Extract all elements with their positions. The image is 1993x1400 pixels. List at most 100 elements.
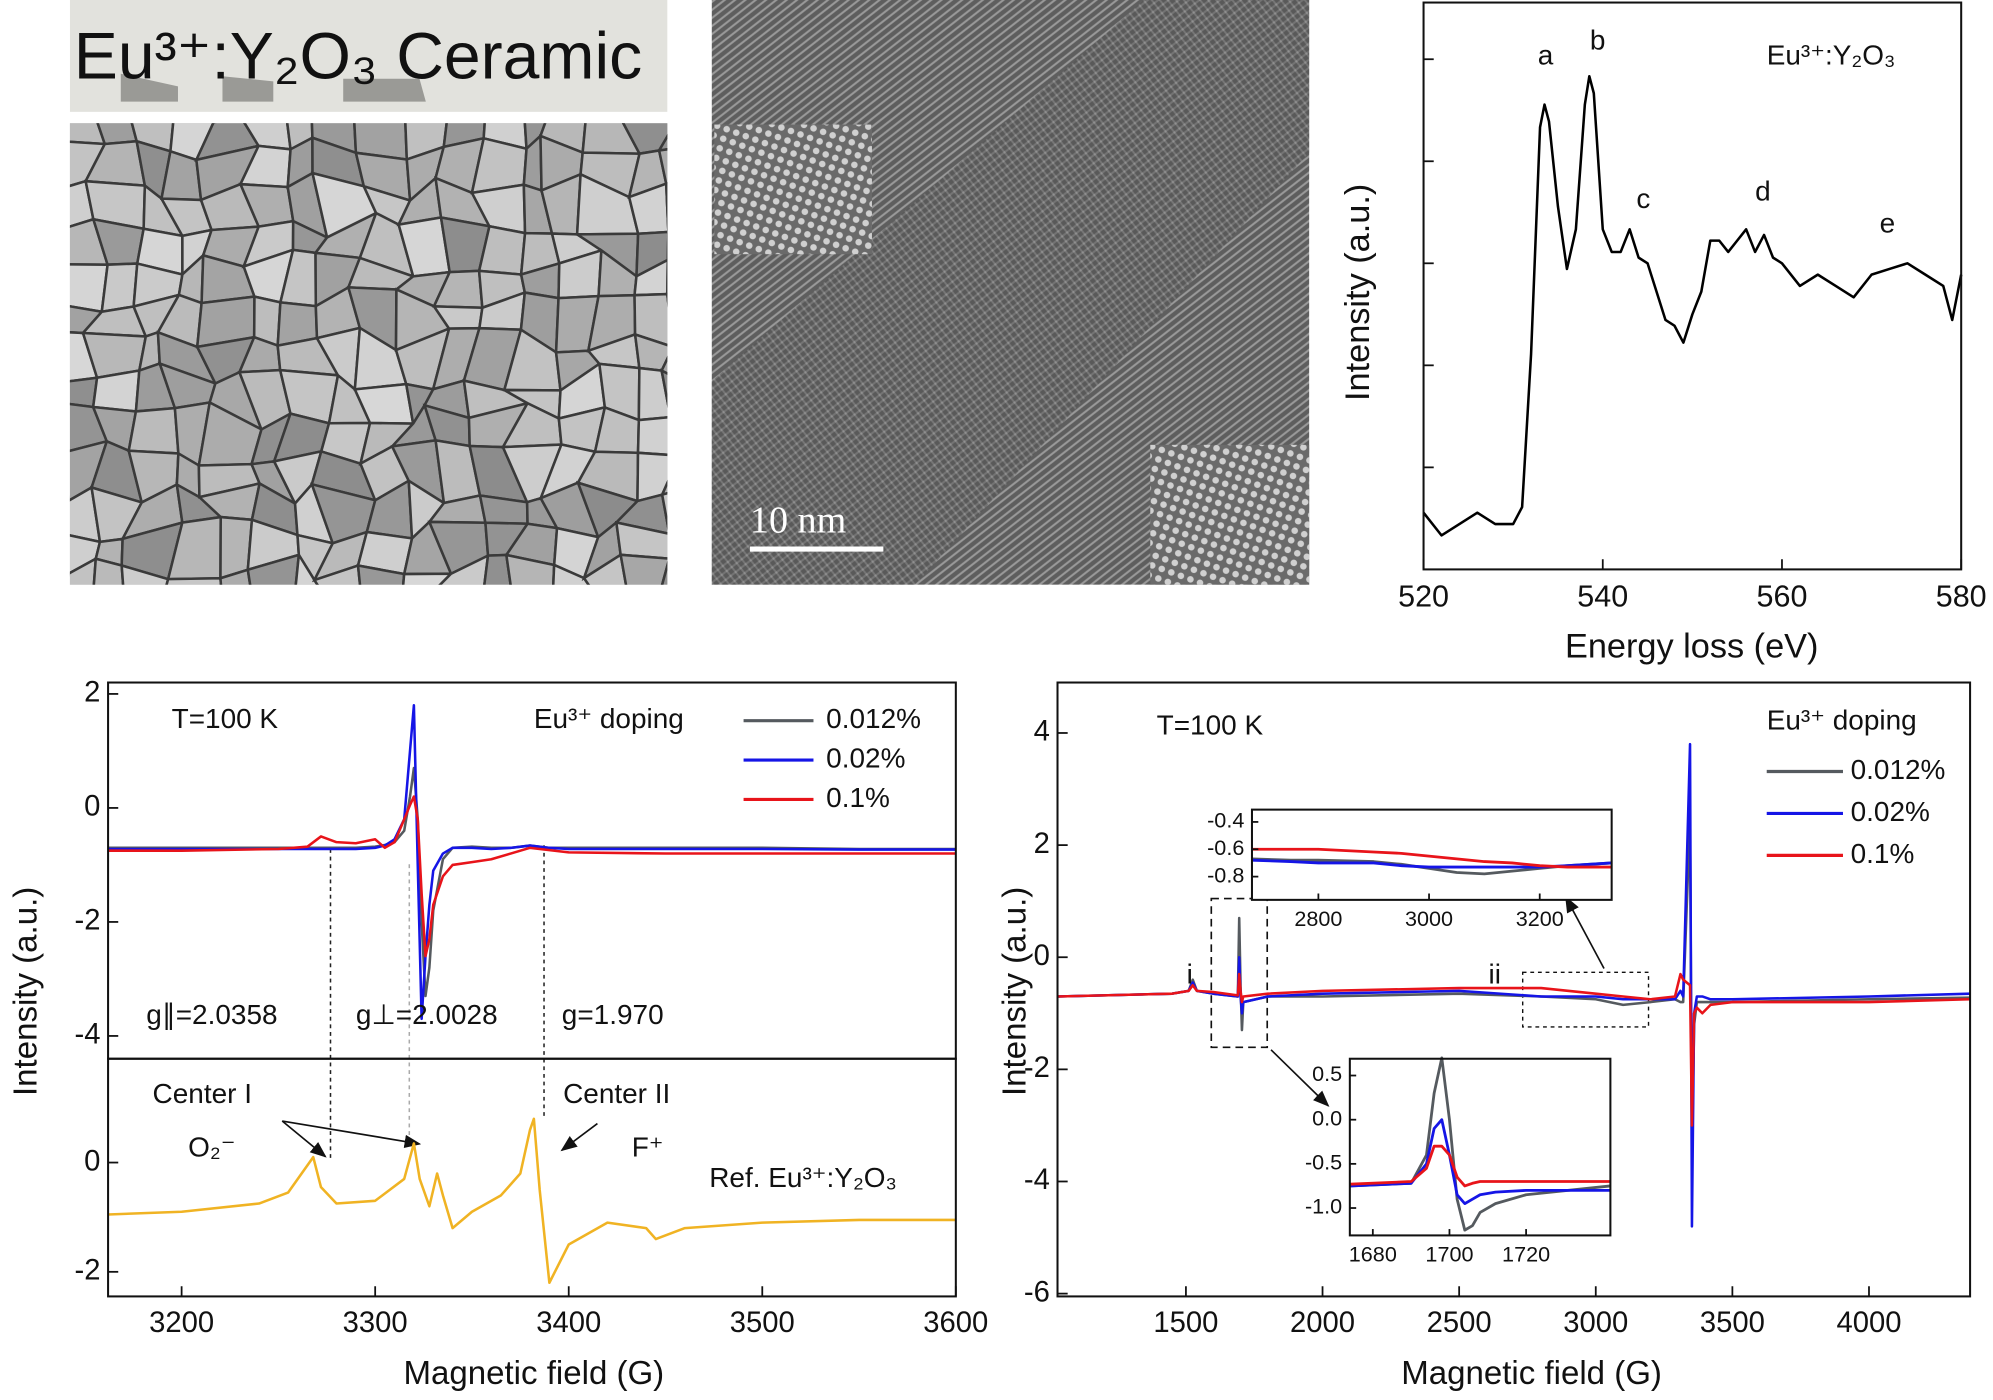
data-line [108,704,956,1021]
y-tick-label: -4 [74,1019,100,1051]
grain [552,563,591,585]
grain [590,601,633,654]
annotation: T=100 K [172,703,279,734]
x-tick-label: 3600 [923,1307,988,1339]
grain [120,563,170,585]
plot-frame [1056,681,1972,1298]
legend-label: 0.1% [826,782,890,813]
grain [294,551,319,585]
grain [217,619,255,642]
zoom-box [1210,897,1269,1049]
y-tick-label: -0.4 [1207,808,1244,833]
grain [656,134,668,153]
chart: 2800 3000 3200 -0.4-0.6-0.8 [1207,808,1613,931]
grain [482,604,514,649]
grain [636,416,668,457]
x-tick-label: 2800 [1294,906,1342,931]
grain [582,552,628,585]
annotation: a [1538,40,1554,71]
legend-label: 0.02% [1851,796,1930,827]
x-tick-label: 1500 [1153,1307,1218,1339]
sem-grains [69,123,712,656]
x-tick-label: 560 [1757,579,1808,613]
x-tick-label: 3200 [149,1307,214,1339]
x-tick-label: 3000 [1405,906,1453,931]
grain [401,572,455,585]
x-tick-label: 1720 [1502,1242,1550,1267]
data-line [1251,847,1612,869]
grain [92,594,148,642]
chart: 3200 3300 3400 3500 3600 0 -2 Magnetic field (G… [74,1057,988,1392]
plot-frame [1348,1057,1612,1237]
y-tick-label: -0.8 [1207,862,1244,887]
y-tick-label: -6 [1024,1276,1050,1308]
grain [438,553,490,585]
grain [362,605,411,651]
plot-frame [1422,1,1963,571]
y-axis-title: Intensity (a.u.) [997,887,1034,1096]
x-tick-label: 3200 [1516,906,1564,931]
x-tick-label: 2500 [1427,1307,1492,1339]
annotation: O₂⁻ [188,1131,235,1162]
grain [633,292,668,347]
x-tick-label: 3000 [1563,1307,1628,1339]
data-line [1057,742,1971,1228]
grain [614,520,668,560]
grain [247,609,293,655]
grain [69,263,110,314]
plot-frame [107,1057,957,1298]
legend-label: 0.02% [826,742,905,773]
grain [158,606,224,656]
charts: 520 540 560 580 Energy loss (eV) Intensity (a… [8,1,1987,1392]
grain [659,368,668,408]
arrows [281,895,1605,1158]
grain [660,491,668,530]
data-line [1422,74,1963,537]
data-line [1349,1144,1611,1188]
grain [671,410,700,456]
annotation: F⁺ [632,1131,664,1162]
grain [316,596,364,651]
grain [246,553,301,585]
grain [541,596,600,639]
grain [504,553,556,585]
grain [505,596,553,640]
grain [92,557,125,585]
y-tick-label: -1.0 [1305,1194,1342,1219]
grain [619,553,668,585]
grain [636,451,668,503]
y-tick-label: -4 [1024,1164,1050,1196]
arrow [281,1120,327,1158]
annotation: ii [1489,959,1501,990]
x-tick-label: 4000 [1836,1307,1901,1339]
y-tick-label: -2 [74,905,100,937]
x-tick-label: 3500 [1700,1307,1765,1339]
y-tick-label: 0 [1034,940,1050,972]
x-tick-label: 3500 [730,1307,795,1339]
y-axis-title: Intensity (a.u.) [8,887,45,1096]
grain [666,258,668,296]
grain [165,576,223,585]
arrow [1270,1049,1330,1107]
grain [483,553,512,585]
inset-background [1349,1058,1611,1236]
annotation: T=100 K [1157,709,1264,740]
legend-label: 0.012% [1851,754,1946,785]
chart: 2 0 -2 -4 Intensity (a.u.) 0.012% 0.02% 0.1% T=1… [8,677,957,1096]
data-line [108,795,956,958]
grain [669,532,712,576]
photo-shadow [120,73,426,102]
annotation: Center I [153,1078,252,1109]
annotation: g=1.970 [562,999,664,1030]
grain [635,230,668,279]
annotation: i [1187,959,1193,990]
tem-band [711,0,1310,585]
annotation: b [1590,24,1606,55]
x-axis-title: Magnetic field (G) [404,1355,665,1392]
plot-frame [1250,808,1613,901]
grain [637,366,668,422]
grain [292,596,324,656]
grain [613,493,668,535]
x-tick-label: 520 [1398,579,1449,613]
